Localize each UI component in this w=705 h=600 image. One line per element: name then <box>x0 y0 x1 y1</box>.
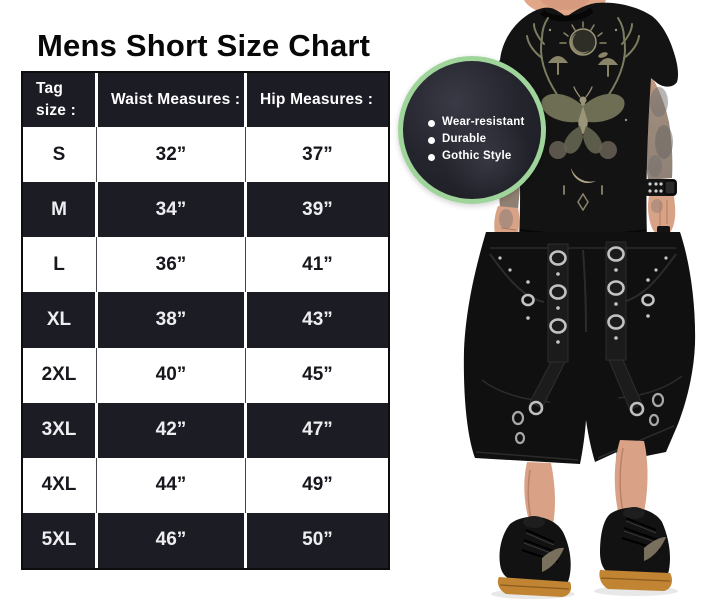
model-tshirt <box>491 2 679 238</box>
page-title: Mens Short Size Chart <box>37 28 371 63</box>
bullet-item: Durable <box>428 133 541 145</box>
cell-waist: 34” <box>98 182 244 238</box>
cell-waist: 42” <box>98 402 244 458</box>
bullet-item: Gothic Style <box>428 150 541 162</box>
model-shorts <box>463 232 696 464</box>
table-row: L 36” 41” <box>23 237 388 293</box>
cell-hip: 43” <box>247 292 388 348</box>
tshirt-print <box>526 17 640 212</box>
cell-hip: 37” <box>247 127 388 183</box>
cell-waist: 36” <box>98 237 246 293</box>
cell-tag: 3XL <box>23 402 95 458</box>
bullet-label: Wear-resistant <box>442 116 525 128</box>
model-right-arm <box>644 76 677 237</box>
fabric-zoom-callout: Wear-resistant Durable Gothic Style <box>398 56 546 204</box>
cell-waist: 46” <box>98 512 244 568</box>
cell-hip: 47” <box>247 402 388 458</box>
shorts-hardware <box>498 241 668 445</box>
callout-bullet-list: Wear-resistant Durable Gothic Style <box>403 61 541 162</box>
bullet-dot-icon <box>428 137 435 144</box>
cell-hip: 50” <box>247 512 388 568</box>
cell-waist: 40” <box>98 347 246 403</box>
bullet-dot-icon <box>428 120 435 127</box>
cell-tag: 2XL <box>23 347 97 403</box>
cell-tag: 4XL <box>23 457 97 514</box>
header-cell-hip: Hip Measures : <box>247 73 388 127</box>
table-row: 3XL 42” 47” <box>23 402 388 458</box>
size-chart-table: Tag size : Waist Measures : Hip Measures… <box>21 71 390 570</box>
table-row: M 34” 39” <box>23 182 388 238</box>
table-row: 5XL 46” 50” <box>23 512 388 568</box>
cell-hip: 41” <box>247 237 388 293</box>
model-photo <box>463 0 696 599</box>
table-row: S 32” 37” <box>23 127 388 183</box>
table-header-row: Tag size : Waist Measures : Hip Measures… <box>23 73 388 127</box>
header-cell-waist: Waist Measures : <box>98 73 244 127</box>
bullet-item: Wear-resistant <box>428 116 541 128</box>
cell-waist: 44” <box>98 457 246 514</box>
cell-hip: 49” <box>247 457 388 513</box>
bullet-label: Durable <box>442 133 487 145</box>
cell-waist: 38” <box>98 292 244 348</box>
cell-waist: 32” <box>98 127 246 183</box>
table-row: 4XL 44” 49” <box>23 457 388 514</box>
model-legs <box>524 440 648 530</box>
cell-tag: S <box>23 127 97 183</box>
cell-hip: 39” <box>247 182 388 238</box>
bullet-label: Gothic Style <box>442 150 512 162</box>
watch <box>644 179 677 196</box>
bullet-dot-icon <box>428 154 435 161</box>
cell-hip: 45” <box>247 347 388 403</box>
header-cell-tag-size: Tag size : <box>23 73 95 127</box>
model-shoes <box>497 507 672 597</box>
table-row: XL 38” 43” <box>23 292 388 348</box>
table-row: 2XL 40” 45” <box>23 347 388 403</box>
cell-tag: XL <box>23 292 95 348</box>
cell-tag: 5XL <box>23 512 95 568</box>
cell-tag: M <box>23 182 95 238</box>
cell-tag: L <box>23 237 97 293</box>
